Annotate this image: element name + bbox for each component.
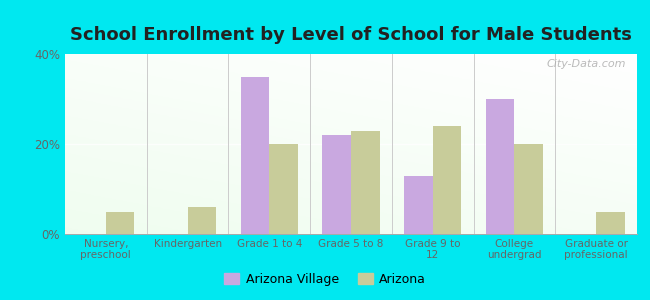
Bar	[486, 99, 514, 234]
Bar	[351, 130, 380, 234]
Bar	[322, 135, 351, 234]
Title: School Enrollment by Level of School for Male Students: School Enrollment by Level of School for…	[70, 26, 632, 44]
Legend: Arizona Village, Arizona: Arizona Village, Arizona	[220, 268, 430, 291]
Bar	[106, 212, 135, 234]
Bar	[188, 207, 216, 234]
Bar	[240, 76, 269, 234]
Bar	[514, 144, 543, 234]
Bar	[269, 144, 298, 234]
Bar	[433, 126, 462, 234]
Bar	[596, 212, 625, 234]
Text: City-Data.com: City-Data.com	[546, 59, 625, 69]
Bar	[404, 176, 433, 234]
